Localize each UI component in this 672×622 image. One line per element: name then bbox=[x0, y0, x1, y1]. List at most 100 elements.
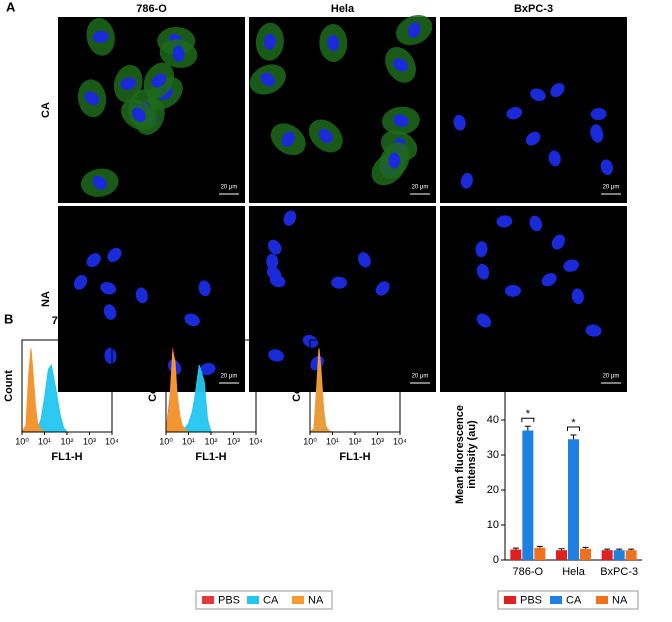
cell-nucleus bbox=[453, 114, 466, 131]
error-bar bbox=[524, 425, 531, 431]
cell-nucleus bbox=[541, 273, 557, 287]
x-axis-label: FL1-H bbox=[339, 451, 370, 463]
x-tick-label: BxPC-3 bbox=[600, 566, 638, 578]
cell-nucleus bbox=[525, 131, 541, 146]
scale-bar-label: 20 μm bbox=[221, 185, 238, 191]
bar bbox=[601, 550, 613, 560]
cell-nucleus bbox=[318, 128, 333, 144]
cell-nucleus bbox=[73, 274, 88, 290]
x-tick-label: 786-O bbox=[513, 566, 544, 578]
legend-label: CA bbox=[263, 594, 279, 606]
cell-nucleus bbox=[476, 313, 492, 328]
error-bar bbox=[512, 547, 519, 550]
x-tick-label: 10⁰ bbox=[303, 436, 317, 446]
bar bbox=[534, 547, 546, 560]
legend-swatch bbox=[550, 596, 562, 604]
y-tick-label: 20 bbox=[487, 484, 499, 496]
x-tick-label: 10¹ bbox=[182, 436, 195, 446]
row-label: CA bbox=[40, 102, 52, 118]
cell-nucleus bbox=[84, 91, 100, 105]
cell-nucleus bbox=[104, 347, 117, 364]
x-axis-label: FL1-H bbox=[195, 451, 226, 463]
cell-nucleus bbox=[268, 349, 284, 362]
legend-frame bbox=[195, 590, 333, 610]
cell-nucleus bbox=[151, 73, 167, 88]
scale-bar-label: 20 μm bbox=[412, 374, 429, 380]
x-tick-label: 10⁰ bbox=[15, 436, 29, 446]
x-tick-label: 10³ bbox=[371, 436, 384, 446]
cell-nucleus bbox=[283, 210, 297, 226]
bar bbox=[556, 550, 567, 560]
cell-nucleus bbox=[506, 107, 523, 120]
cell-nucleus bbox=[172, 45, 185, 62]
cell-nucleus bbox=[86, 253, 101, 268]
cell-nucleus bbox=[107, 247, 122, 263]
cell-nucleus bbox=[392, 58, 409, 72]
scale-bar-label: 20 μm bbox=[412, 185, 429, 191]
bar bbox=[613, 550, 625, 560]
cell-nucleus bbox=[585, 324, 602, 337]
x-tick-label: 10¹ bbox=[38, 436, 51, 446]
cell-nucleus bbox=[135, 287, 148, 304]
y-axis-label: Count bbox=[291, 370, 303, 402]
micrograph bbox=[249, 206, 436, 392]
annotation: * bbox=[571, 417, 576, 429]
bar bbox=[522, 430, 534, 560]
cell-nucleus bbox=[281, 131, 295, 147]
legend-swatch bbox=[504, 596, 516, 604]
y-tick-label: 50 bbox=[487, 379, 499, 391]
bar bbox=[580, 548, 591, 560]
annotation: * bbox=[526, 408, 531, 420]
cell-nucleus bbox=[260, 72, 276, 87]
x-axis-label: FL1-H bbox=[51, 451, 82, 463]
x-tick-label: 10² bbox=[204, 436, 217, 446]
cell-nucleus bbox=[103, 304, 117, 320]
x-tick-label: 10⁴ bbox=[249, 436, 263, 446]
row-label: NA bbox=[40, 291, 52, 307]
panel-label: A bbox=[6, 0, 16, 14]
cell-nucleus bbox=[357, 252, 371, 268]
micrograph bbox=[58, 206, 245, 392]
x-tick-label: 10² bbox=[60, 436, 73, 446]
cell-nucleus bbox=[600, 159, 613, 176]
chart-title: Hela bbox=[199, 315, 223, 327]
error-bar bbox=[536, 545, 543, 548]
error-bar bbox=[604, 548, 611, 551]
bar bbox=[625, 550, 637, 560]
cell-nucleus bbox=[591, 126, 604, 143]
cell-nucleus bbox=[269, 274, 286, 288]
legend-label: PBS bbox=[218, 594, 240, 606]
legend-swatch bbox=[596, 596, 608, 604]
significance-bracket bbox=[521, 417, 535, 423]
cell-nucleus bbox=[407, 22, 421, 38]
y-tick-label: 30 bbox=[487, 449, 499, 461]
x-tick-label: 10⁴ bbox=[105, 436, 119, 446]
cell-nucleus bbox=[460, 172, 473, 189]
column-header: BxPC-3 bbox=[514, 3, 553, 15]
cell-nucleus bbox=[529, 215, 543, 232]
y-axis-label: Mean fluorescence bbox=[454, 405, 466, 504]
scale-bar-label: 20 μm bbox=[221, 374, 238, 380]
cell-nucleus bbox=[92, 30, 109, 43]
error-bar bbox=[558, 548, 565, 551]
scale-bar-label: 20 μm bbox=[603, 185, 620, 191]
y-tick-label: 0 bbox=[493, 554, 499, 566]
y-axis-label: Count bbox=[147, 370, 159, 402]
cell-nucleus bbox=[331, 276, 348, 289]
x-tick-label: Hela bbox=[562, 566, 586, 578]
cell-nucleus bbox=[476, 263, 490, 280]
cell-nucleus bbox=[530, 88, 546, 102]
cell-nucleus bbox=[393, 114, 409, 127]
cell-nucleus bbox=[198, 280, 211, 297]
cell-nucleus bbox=[266, 253, 279, 270]
cell-nucleus bbox=[184, 313, 200, 327]
x-tick-label: 10⁰ bbox=[159, 436, 173, 446]
bar bbox=[510, 549, 522, 560]
error-bar bbox=[628, 548, 635, 551]
cell-nucleus bbox=[92, 175, 107, 190]
column-header: 786-O bbox=[136, 3, 167, 15]
cell-nucleus bbox=[571, 288, 584, 305]
y-axis-label: intensity (au) bbox=[466, 420, 478, 489]
cell-nucleus bbox=[268, 239, 282, 255]
